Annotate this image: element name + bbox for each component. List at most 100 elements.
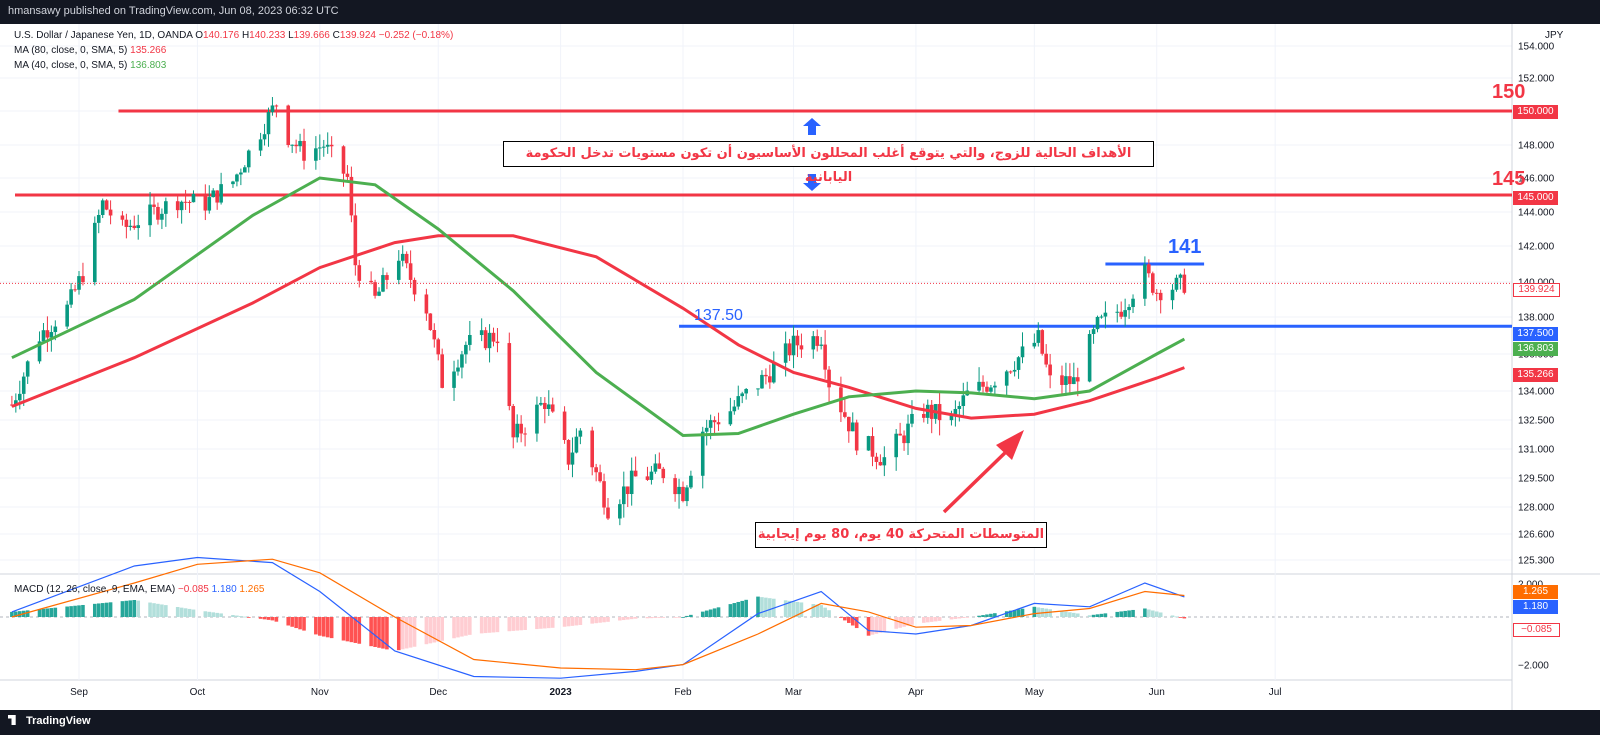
macd-hist-bar xyxy=(412,617,417,647)
moving-averages-annotation[interactable]: المتوسطات المتحركة 40 يوم، 80 يوم إيجابي… xyxy=(755,522,1047,548)
pointer-arrow-shaft xyxy=(942,446,1012,514)
macd-legend[interactable]: MACD (12, 26, close, 9, EMA, EMA) −0.085… xyxy=(14,584,264,595)
ma40-legend[interactable]: MA (40, close, 0, SMA, 5) 136.803 xyxy=(14,60,166,71)
targets-annotation[interactable]: الأهداف الحالية للزوج، والتي يتوقع أغلب … xyxy=(503,141,1154,185)
macd-hist-bar xyxy=(550,617,555,628)
macd-hist-bar xyxy=(1075,613,1080,617)
pill-macd-signal: 1.265 xyxy=(1513,585,1558,599)
macd-hist-bar xyxy=(562,617,567,627)
macd-hist-bar xyxy=(152,603,156,617)
candle-body xyxy=(314,148,318,161)
candle-body xyxy=(700,431,705,476)
price-tick-label: 146.000 xyxy=(1518,174,1555,185)
macd-hist-bar xyxy=(511,617,516,631)
tradingview-logo[interactable]: TradingView xyxy=(8,715,91,727)
macd-hist-bar xyxy=(744,599,748,617)
macd-hist-bar xyxy=(685,615,689,617)
candle-body xyxy=(215,190,219,203)
candle-body xyxy=(270,105,275,113)
pill-137-5: 137.500 xyxy=(1513,327,1558,341)
candle-body xyxy=(602,481,606,508)
macd-signal-value: 1.265 xyxy=(239,584,265,595)
macd-hist-bar xyxy=(468,617,472,635)
candle-body xyxy=(677,486,681,495)
candle-body xyxy=(231,181,235,185)
macd-hist-bar xyxy=(728,604,733,617)
macd-hist-bar xyxy=(231,615,235,617)
macd-hist-bar xyxy=(128,600,133,617)
candle-body xyxy=(689,475,693,488)
candle-body xyxy=(345,173,350,177)
macd-hist-bar xyxy=(712,608,717,617)
candle-body xyxy=(100,200,105,215)
candle-body xyxy=(566,439,571,465)
candle-body xyxy=(1044,353,1048,365)
macd-hist-bar xyxy=(629,617,634,620)
candle-body xyxy=(902,435,906,444)
macd-hist-bar xyxy=(377,617,381,648)
pill-ma80: 135.266 xyxy=(1513,368,1558,382)
ma80-legend[interactable]: MA (80, close, 0, SMA, 5) 135.266 xyxy=(14,45,166,56)
level-137-label: 137.50 xyxy=(694,307,743,324)
macd-hist-bar xyxy=(783,600,788,617)
macd-hist-bar xyxy=(1099,613,1104,617)
macd-hist-bar xyxy=(104,602,109,617)
macd-hist-bar xyxy=(81,604,85,617)
macd-hist-bar xyxy=(357,617,362,644)
candle-body xyxy=(175,201,180,211)
macd-hist-bar xyxy=(1004,611,1009,617)
macd-hist-bar xyxy=(92,603,97,617)
candle-body xyxy=(1064,376,1068,385)
pill-150: 150.000 xyxy=(1513,105,1558,119)
macd-hist-bar xyxy=(400,617,405,650)
candle-body xyxy=(128,225,133,227)
candle-body xyxy=(985,386,989,392)
candle-body xyxy=(428,313,433,331)
candle-body xyxy=(1032,342,1037,347)
candle-body xyxy=(1095,316,1100,330)
macd-hist-bar xyxy=(203,611,208,617)
candle-body xyxy=(791,335,796,356)
macd-hist-bar xyxy=(566,617,571,627)
candle-body xyxy=(827,369,831,388)
candle-body xyxy=(704,427,709,432)
candle-body xyxy=(543,402,547,409)
candle-body xyxy=(570,452,575,465)
candle-body xyxy=(321,146,326,148)
candle-body xyxy=(961,395,966,407)
candle-body xyxy=(866,436,871,451)
macd-hist-bar xyxy=(274,617,279,622)
macd-hist-bar xyxy=(815,604,820,617)
macd-hist-bar xyxy=(594,617,598,624)
symbol-legend: U.S. Dollar / Japanese Yen, 1D, OANDA O1… xyxy=(14,30,453,41)
price-tick-label: 142.000 xyxy=(1518,242,1555,253)
candle-body xyxy=(325,144,330,147)
macd-hist-bar xyxy=(1072,612,1076,617)
macd-hist-bar xyxy=(1032,606,1037,617)
candle-body xyxy=(949,413,954,421)
macd-hist-bar xyxy=(543,617,547,629)
macd-hist-bar xyxy=(791,601,796,617)
candle-body xyxy=(479,330,484,336)
candle-body xyxy=(870,436,875,457)
candle-body xyxy=(440,354,444,388)
macd-hist-bar xyxy=(965,617,970,618)
candle-body xyxy=(799,345,804,350)
low-label: L xyxy=(288,30,294,41)
time-axis-label: Feb xyxy=(674,687,692,698)
macd-hist-bar xyxy=(219,613,223,617)
macd-hist-bar xyxy=(1182,617,1187,619)
macd-hist-bar xyxy=(850,617,855,626)
macd-hist-bar xyxy=(787,600,792,617)
candle-body xyxy=(452,371,456,388)
macd-hist-bar xyxy=(1127,610,1131,617)
macd-hist-bar xyxy=(298,617,302,630)
macd-hist-bar xyxy=(69,606,73,617)
candle-body xyxy=(535,404,539,434)
candle-body xyxy=(819,344,823,346)
candle-body xyxy=(92,222,97,283)
ma80-label: MA (80, close, 0, SMA, 5) xyxy=(14,45,128,56)
candle-body xyxy=(507,343,512,407)
candle-body xyxy=(49,332,54,338)
